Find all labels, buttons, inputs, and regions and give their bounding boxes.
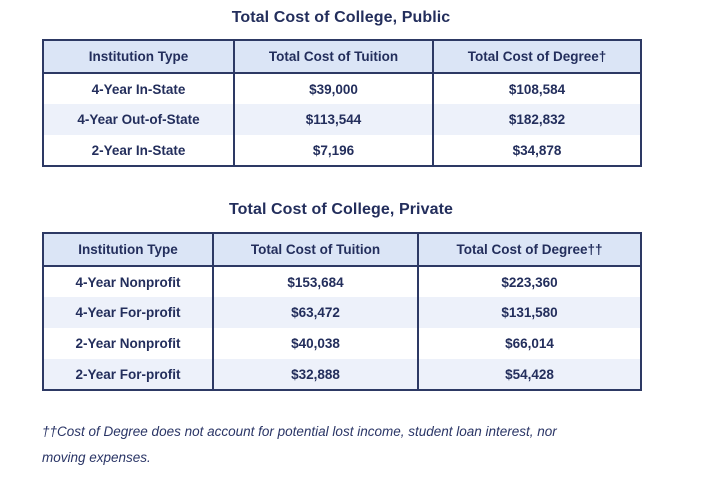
table-row: 2-Year Nonprofit $40,038 $66,014 — [43, 328, 641, 359]
private-table-title: Total Cost of College, Private — [228, 201, 454, 218]
cell-institution-type: 4-Year For-profit — [43, 297, 213, 328]
cell-institution-type: 2-Year In-State — [43, 135, 234, 166]
cell-tuition-cost: $7,196 — [233, 135, 433, 166]
cell-tuition-cost: $40,038 — [212, 328, 418, 359]
header-row: Institution Type Total Cost of Tuition T… — [43, 40, 641, 74]
header-cell-institution-type: Institution Type — [43, 40, 234, 74]
cell-institution-type: 2-Year Nonprofit — [43, 328, 213, 359]
cell-institution-type: 4-Year Out-of-State — [43, 104, 234, 135]
private-cost-table: Institution Type Total Cost of Tuition T… — [42, 232, 642, 391]
cell-tuition-cost: $63,472 — [212, 297, 418, 328]
cell-degree-cost: $54,428 — [417, 359, 641, 390]
header-cell-total-cost-tuition: Total Cost of Tuition — [233, 40, 433, 74]
table-row: 4-Year Out-of-State $113,544 $182,832 — [43, 104, 641, 135]
cell-tuition-cost: $39,000 — [233, 73, 433, 104]
cell-tuition-cost: $153,684 — [212, 266, 418, 297]
header-row: Institution Type Total Cost of Tuition T… — [43, 233, 641, 267]
cell-degree-cost: $66,014 — [417, 328, 641, 359]
cell-tuition-cost: $32,888 — [212, 359, 418, 390]
table-row: 4-Year In-State $39,000 $108,584 — [43, 73, 641, 104]
table-row: 4-Year Nonprofit $153,684 $223,360 — [43, 266, 641, 297]
content-area: Total Cost of College, Public Institutio… — [42, 0, 642, 471]
cell-institution-type: 2-Year For-profit — [43, 359, 213, 390]
private-table-header: Institution Type Total Cost of Tuition T… — [43, 233, 641, 267]
cell-degree-cost: $182,832 — [432, 104, 641, 135]
table-row: 2-Year For-profit $32,888 $54,428 — [43, 359, 641, 390]
cell-degree-cost: $108,584 — [432, 73, 641, 104]
cell-degree-cost: $223,360 — [417, 266, 641, 297]
cell-institution-type: 4-Year In-State — [43, 73, 234, 104]
public-table-header: Institution Type Total Cost of Tuition T… — [43, 40, 641, 74]
cell-institution-type: 4-Year Nonprofit — [43, 266, 213, 297]
cell-tuition-cost: $113,544 — [233, 104, 433, 135]
cell-degree-cost: $34,878 — [432, 135, 641, 166]
public-cost-table: Institution Type Total Cost of Tuition T… — [42, 39, 642, 167]
header-cell-total-cost-degree: Total Cost of Degree†† — [417, 233, 641, 267]
public-table-title: Total Cost of College, Public — [231, 9, 451, 26]
header-cell-total-cost-degree: Total Cost of Degree† — [432, 40, 641, 74]
header-cell-institution-type: Institution Type — [43, 233, 213, 267]
header-cell-total-cost-tuition: Total Cost of Tuition — [212, 233, 418, 267]
cell-degree-cost: $131,580 — [417, 297, 641, 328]
degree-cost-footnote: ††Cost of Degree does not account for po… — [42, 424, 557, 465]
table-row: 4-Year For-profit $63,472 $131,580 — [43, 297, 641, 328]
table-row: 2-Year In-State $7,196 $34,878 — [43, 135, 641, 166]
